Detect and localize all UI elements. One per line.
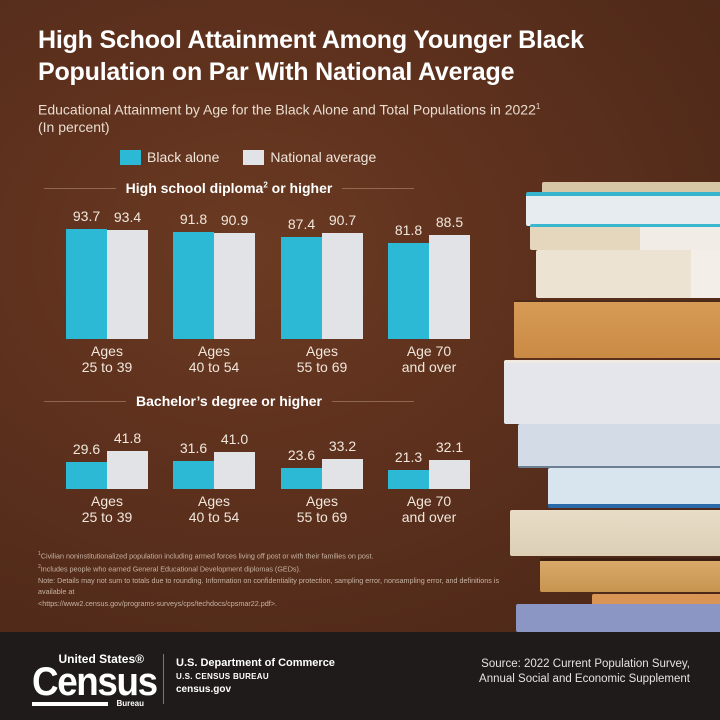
title-line-2: Population on Par With National Average — [38, 58, 515, 86]
website-link[interactable]: census.gov — [176, 684, 232, 695]
title-line-1: High School Attainment Among Younger Bla… — [38, 26, 584, 54]
page-title: High School Attainment Among Younger Bla… — [38, 24, 678, 88]
logo-underline — [32, 702, 108, 706]
logo-census: Census — [32, 660, 158, 704]
divider — [44, 400, 127, 402]
bar-national-average — [322, 233, 363, 339]
category-label: Ages 40 to 54 — [188, 343, 240, 375]
section-title: High school diploma2 or higher — [125, 180, 333, 196]
value-label: 41.8 — [113, 430, 142, 446]
value-label: 41.0 — [220, 431, 249, 447]
value-label: 23.6 — [287, 447, 316, 463]
bar-national-average — [429, 460, 470, 489]
bar-plot-area — [388, 229, 470, 339]
category-label: Age 70 and over — [401, 343, 457, 375]
divider — [342, 187, 414, 189]
divider — [331, 400, 415, 402]
footer-divider — [163, 654, 164, 704]
bar-black-alone — [281, 237, 322, 339]
footnote-note: Note: Details may not sum to totals due … — [38, 575, 500, 597]
logo-bureau: Bureau — [116, 699, 144, 708]
bar-plot-area — [281, 412, 363, 489]
footer: United States® Census Bureau U.S. Depart… — [0, 632, 720, 720]
subtitle: Educational Attainment by Age for the Bl… — [38, 98, 678, 136]
census-bureau-logo[interactable]: United States® Census Bureau — [32, 652, 158, 710]
value-label: 93.4 — [113, 209, 142, 225]
legend-swatch-black-alone — [120, 149, 141, 165]
value-label: 90.7 — [328, 212, 357, 228]
legend-swatch-national-average — [243, 149, 265, 165]
value-label: 33.2 — [328, 438, 357, 454]
footnote-link[interactable]: <https://www2.census.gov/programs-survey… — [38, 598, 277, 608]
footnote-1: 1Civilian noninstitutionalized populatio… — [38, 551, 374, 561]
footnotes: 1Civilian noninstitutionalized populatio… — [38, 549, 508, 609]
bar-plot-area — [388, 412, 470, 489]
subtitle-footnote-marker: 1 — [535, 102, 541, 111]
bar-plot-area — [281, 229, 363, 339]
legend-label: Black alone — [147, 149, 220, 165]
bar-black-alone — [173, 461, 214, 489]
legend-label: National average — [270, 149, 377, 165]
logo-united-states: United States® — [58, 652, 144, 666]
legend-item-national-average: National average — [243, 149, 376, 165]
value-label: 91.8 — [179, 211, 208, 227]
category-label: Age 70 and over — [401, 493, 457, 525]
bar-black-alone — [388, 243, 429, 339]
source-citation: Source: 2022 Current Population Survey, … — [479, 658, 690, 685]
subtitle-line-1: Educational Attainment by Age for the Bl… — [38, 101, 536, 118]
value-label: 90.9 — [220, 212, 249, 228]
category-label: Ages 55 to 69 — [296, 493, 348, 525]
divider — [44, 187, 116, 189]
department-info: U.S. Department of Commerce U.S. CENSUS … — [176, 656, 335, 697]
value-label: 88.5 — [435, 214, 464, 230]
bar-plot-area — [173, 412, 255, 489]
section-header-high-school: High school diploma2 or higher — [44, 180, 414, 196]
section-title: Bachelor’s degree or higher — [136, 393, 322, 409]
value-label: 81.8 — [394, 222, 423, 238]
bar-national-average — [214, 233, 255, 339]
bar-plot-area — [66, 412, 148, 489]
value-label: 29.6 — [72, 441, 101, 457]
bar-plot-area — [173, 229, 255, 339]
bar-black-alone — [388, 470, 429, 489]
subtitle-line-2: (In percent) — [38, 118, 110, 135]
category-label: Ages 25 to 39 — [81, 493, 133, 525]
chart-legend: Black alone National average — [120, 149, 400, 165]
bar-black-alone — [281, 468, 322, 489]
dept-name: U.S. Department of Commerce — [176, 657, 335, 669]
book-stack-image — [500, 178, 720, 632]
value-label: 21.3 — [394, 449, 423, 465]
infographic-canvas: High School Attainment Among Younger Bla… — [0, 0, 720, 632]
value-label: 32.1 — [435, 439, 464, 455]
value-label: 87.4 — [287, 216, 316, 232]
bar-national-average — [322, 459, 363, 489]
bar-black-alone — [66, 462, 107, 489]
section-header-bachelors: Bachelor’s degree or higher — [44, 393, 415, 409]
bar-plot-area — [66, 229, 148, 339]
value-label: 31.6 — [179, 440, 208, 456]
category-label: Ages 55 to 69 — [296, 343, 348, 375]
bar-national-average — [107, 230, 148, 339]
bar-black-alone — [173, 232, 214, 339]
category-label: Ages 25 to 39 — [81, 343, 133, 375]
category-label: Ages 40 to 54 — [188, 493, 240, 525]
bar-national-average — [429, 235, 470, 339]
bureau-name: U.S. CENSUS BUREAU — [176, 672, 269, 681]
footnote-2: 2Includes people who earned General Educ… — [38, 563, 301, 574]
bar-black-alone — [66, 229, 107, 339]
bar-national-average — [214, 452, 255, 489]
bar-national-average — [107, 451, 148, 489]
value-label: 93.7 — [72, 208, 101, 224]
legend-item-black-alone: Black alone — [120, 149, 219, 165]
